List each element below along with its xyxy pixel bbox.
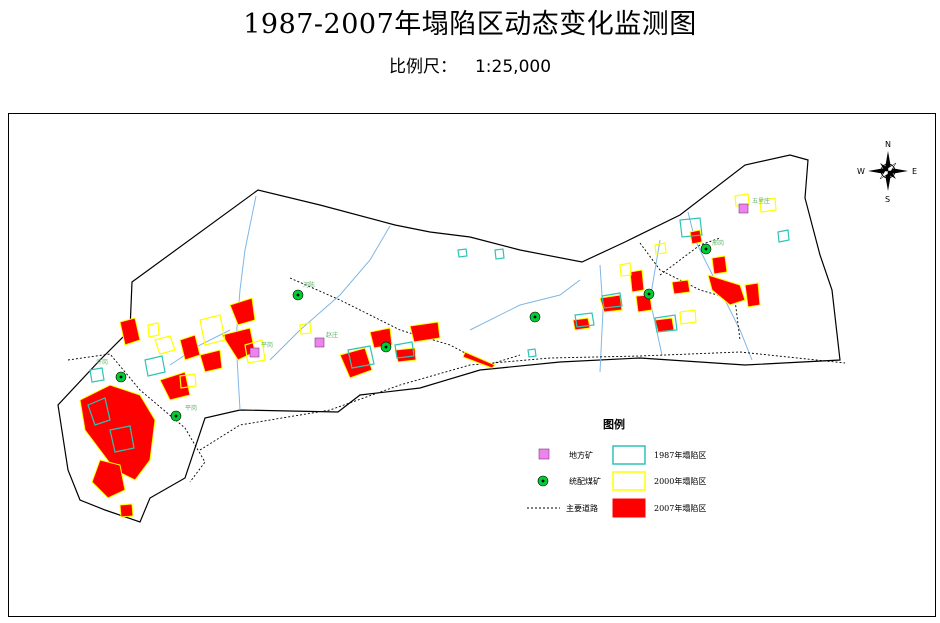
compass-south-label: S	[885, 195, 890, 204]
local-mine-2	[314, 337, 325, 348]
scale-value: 1:25,000	[474, 57, 552, 77]
legend-label-2000: 2000年塌陷区	[654, 476, 706, 486]
subsidence-2000	[147, 193, 777, 389]
legend-symbol-2007	[612, 498, 646, 518]
roads	[67, 237, 846, 483]
map-frame	[8, 113, 936, 617]
legend-symbol-local-mine	[538, 448, 550, 460]
rivers	[169, 195, 753, 411]
scale-label: 比例尺：	[388, 57, 457, 77]
compass-west-label: W	[857, 167, 865, 176]
state-mine-7	[700, 243, 712, 255]
road-6	[487, 354, 521, 366]
place-label-3: 平岗	[261, 342, 273, 349]
state-mine-5	[529, 311, 541, 323]
local-mines	[249, 203, 749, 358]
place-label-5: 平岗	[185, 405, 197, 412]
legend-label-road: 主要道路	[566, 503, 598, 513]
subsidence-2007	[79, 229, 761, 518]
legend-label-2007: 2007年塌陷区	[654, 503, 706, 513]
place-label-4: 河陈	[303, 281, 315, 289]
local-mine-1	[249, 347, 260, 358]
river-5	[469, 279, 581, 331]
place-label-1: 五里庄	[752, 197, 770, 205]
legend-label-state-mine: 统配煤矿	[569, 476, 601, 486]
legend: 图例 地方矿 统配煤矿 主要道路 1987年塌陷区 2000年塌陷区 2007年…	[527, 417, 706, 518]
road-2	[289, 277, 489, 366]
compass-north-label: N	[885, 140, 891, 149]
place-label-6: 许岗	[96, 358, 108, 366]
map-title: 1987-2007年塌陷区动态变化监测图	[243, 9, 697, 40]
state-mine-1	[292, 289, 304, 301]
legend-label-1987: 1987年塌陷区	[654, 450, 706, 460]
local-mine-3	[738, 203, 749, 214]
place-label-2: 赵庄	[326, 331, 338, 339]
river-1	[235, 195, 257, 411]
road-4	[639, 242, 741, 341]
compass-east-label: E	[912, 167, 917, 176]
road-5	[659, 237, 721, 276]
study-area-boundary	[57, 154, 841, 523]
state-mine-3	[170, 410, 182, 422]
state-mine-2	[115, 371, 127, 383]
river-3	[169, 329, 231, 366]
scale-text: 比例尺： 1:25,000	[0, 52, 940, 77]
road-3	[199, 351, 846, 451]
legend-symbol-1987	[612, 445, 646, 465]
river-2	[269, 225, 391, 361]
subsidence-1987	[87, 217, 790, 453]
legend-label-local-mine: 地方矿	[569, 450, 593, 460]
compass-rose: N S E W	[857, 140, 917, 204]
place-label-7: 邢岗	[712, 240, 724, 247]
state-mine-4	[380, 341, 392, 353]
state-mines	[115, 243, 712, 422]
state-mine-6	[643, 288, 655, 300]
legend-title: 图例	[603, 417, 625, 431]
river-4	[599, 264, 604, 373]
legend-symbol-2000	[612, 471, 646, 491]
